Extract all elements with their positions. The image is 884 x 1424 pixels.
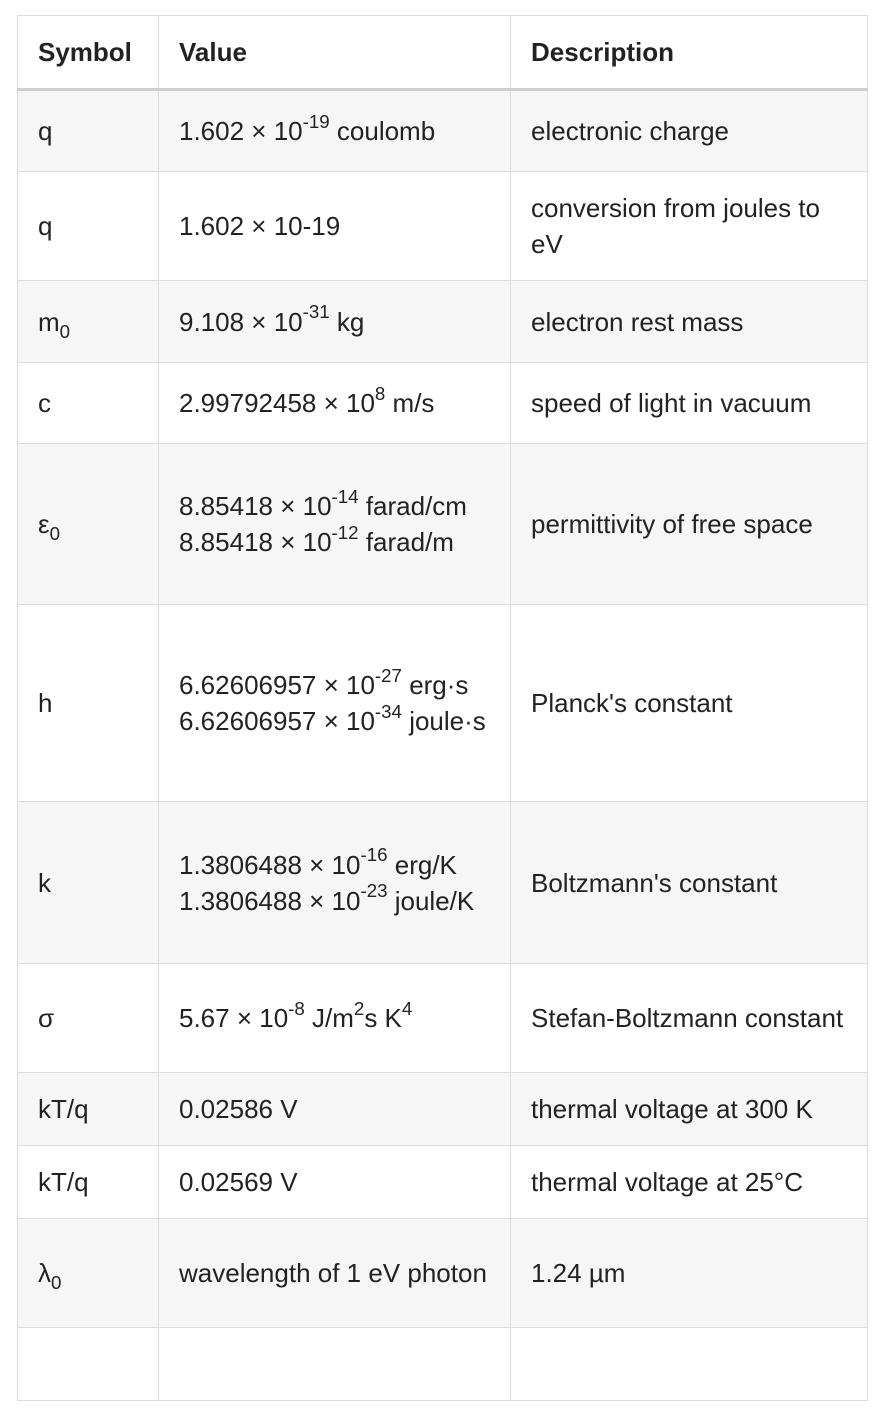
cell-value: 5.67 × 10-8 J/m2s K4 [158, 963, 511, 1073]
cell-description: thermal voltage at 300 K [510, 1072, 868, 1146]
value-line: 5.67 × 10-8 J/m2s K4 [179, 997, 413, 1033]
value-line: 1.3806488 × 10-16 erg/K [179, 844, 457, 880]
value-line: 8.85418 × 10-14 farad/cm [179, 485, 467, 521]
cell-description: Planck's constant [510, 604, 868, 802]
value-line: 0.02569 V [179, 1167, 298, 1197]
value-line: wavelength of 1 eV photon [179, 1258, 487, 1288]
cell-description: conversion from joules to eV [510, 171, 868, 281]
cell-value: 9.108 × 10-31 kg [158, 280, 511, 363]
cell-description: electron rest mass [510, 280, 868, 363]
value-line: 6.62606957 × 10-34 joule·s [179, 700, 486, 736]
cell-symbol: q [17, 171, 159, 281]
table-row [17, 1327, 868, 1401]
table-row: m0 9.108 × 10-31 kg electron rest mass [17, 280, 868, 363]
cell-symbol: q [17, 89, 159, 172]
cell-symbol: σ [17, 963, 159, 1073]
cell-value: 8.85418 × 10-14 farad/cm 8.85418 × 10-12 … [158, 443, 511, 605]
cell-symbol [17, 1327, 159, 1401]
cell-symbol: m0 [17, 280, 159, 363]
cell-description: thermal voltage at 25°C [510, 1145, 868, 1219]
value-line: 6.62606957 × 10-27 erg·s [179, 664, 469, 700]
table-row: kT/q 0.02586 V thermal voltage at 300 K [17, 1072, 868, 1146]
header-value: Value [158, 15, 511, 91]
table-body: q 1.602 × 10-19 coulomb electronic charge q… [17, 89, 868, 1401]
cell-value [158, 1327, 511, 1401]
table-row: σ 5.67 × 10-8 J/m2s K4 Stefan-Boltzmann co… [17, 963, 868, 1073]
table-row: q 1.602 × 10-19 conversion from joules to … [17, 171, 868, 281]
table-header-row: Symbol Value Description [17, 15, 868, 91]
cell-description [510, 1327, 868, 1401]
table-row: k 1.3806488 × 10-16 erg/K 1.3806488 × 10-2… [17, 801, 868, 964]
cell-value: 1.602 × 10-19 coulomb [158, 89, 511, 172]
cell-symbol: k [17, 801, 159, 964]
value-line: 1.3806488 × 10-23 joule/K [179, 880, 475, 916]
cell-symbol: h [17, 604, 159, 802]
cell-description: Boltzmann's constant [510, 801, 868, 964]
cell-description: electronic charge [510, 89, 868, 172]
table-row: c 2.99792458 × 108 m/s speed of light in v… [17, 362, 868, 444]
cell-description: speed of light in vacuum [510, 362, 868, 444]
cell-value: 1.3806488 × 10-16 erg/K 1.3806488 × 10-23… [158, 801, 511, 964]
cell-description: Stefan-Boltzmann constant [510, 963, 868, 1073]
cell-description: 1.24 µm [510, 1218, 868, 1328]
value-line: 1.602 × 10-19 [179, 211, 341, 241]
table-row: kT/q 0.02569 V thermal voltage at 25°C [17, 1145, 868, 1219]
value-line: 2.99792458 × 108 m/s [179, 382, 435, 418]
constants-table: Symbol Value Description q 1.602 × 10-19 … [17, 15, 868, 1401]
cell-symbol: kT/q [17, 1072, 159, 1146]
cell-value: wavelength of 1 eV photon [158, 1218, 511, 1328]
cell-value: 1.602 × 10-19 [158, 171, 511, 281]
cell-symbol: λ0 [17, 1218, 159, 1328]
cell-value: 2.99792458 × 108 m/s [158, 362, 511, 444]
cell-symbol: ε0 [17, 443, 159, 605]
value-line: 8.85418 × 10-12 farad/m [179, 521, 454, 557]
cell-value: 6.62606957 × 10-27 erg·s 6.62606957 × 10-… [158, 604, 511, 802]
header-symbol: Symbol [17, 15, 159, 91]
table-row: q 1.602 × 10-19 coulomb electronic charge [17, 89, 868, 172]
table-row: h 6.62606957 × 10-27 erg·s 6.62606957 × 10… [17, 604, 868, 802]
value-line: 9.108 × 10-31 kg [179, 301, 365, 337]
value-line: 0.02586 V [179, 1094, 298, 1124]
table-row: ε0 8.85418 × 10-14 farad/cm 8.85418 × 10-1… [17, 443, 868, 605]
cell-value: 0.02569 V [158, 1145, 511, 1219]
table-row: λ0 wavelength of 1 eV photon 1.24 µm [17, 1218, 868, 1328]
cell-symbol: c [17, 362, 159, 444]
cell-description: permittivity of free space [510, 443, 868, 605]
value-line: 1.602 × 10-19 coulomb [179, 110, 436, 146]
cell-value: 0.02586 V [158, 1072, 511, 1146]
cell-symbol: kT/q [17, 1145, 159, 1219]
header-description: Description [510, 15, 868, 91]
